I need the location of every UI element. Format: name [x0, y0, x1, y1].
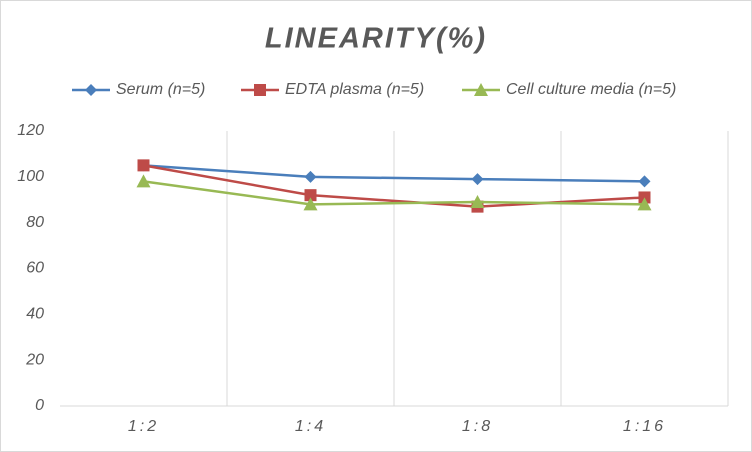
legend-marker [474, 83, 488, 96]
y-tick-label: 20 [25, 351, 44, 368]
data-point [471, 173, 484, 186]
x-tick-label: 1:16 [623, 418, 666, 435]
data-point [638, 175, 651, 188]
legend-marker [85, 84, 97, 96]
series-line [143, 164, 645, 183]
data-point [304, 170, 317, 183]
legend-marker [254, 84, 266, 96]
x-tick-label: 1:8 [462, 418, 493, 435]
data-point [303, 197, 318, 211]
y-tick-label: 0 [35, 397, 44, 414]
x-tick-label: 1:4 [295, 418, 326, 435]
data-point [637, 197, 652, 211]
y-tick-label: 80 [26, 214, 44, 231]
y-tick-label: 100 [17, 168, 44, 185]
data-point [136, 174, 151, 188]
data-point [304, 189, 317, 202]
legend-label: Serum (n=5) [116, 81, 205, 98]
legend-label: EDTA plasma (n=5) [285, 81, 424, 98]
data-point [137, 159, 150, 172]
y-tick-label: 40 [26, 306, 44, 323]
x-tick-label: 1:2 [128, 418, 159, 435]
y-tick-label: 120 [17, 122, 44, 139]
series-line [143, 180, 645, 206]
data-point [470, 195, 485, 209]
chart-title: LINEARITY(%) [265, 23, 487, 55]
y-tick-label: 60 [26, 260, 44, 277]
legend-label: Cell culture media (n=5) [506, 81, 676, 98]
